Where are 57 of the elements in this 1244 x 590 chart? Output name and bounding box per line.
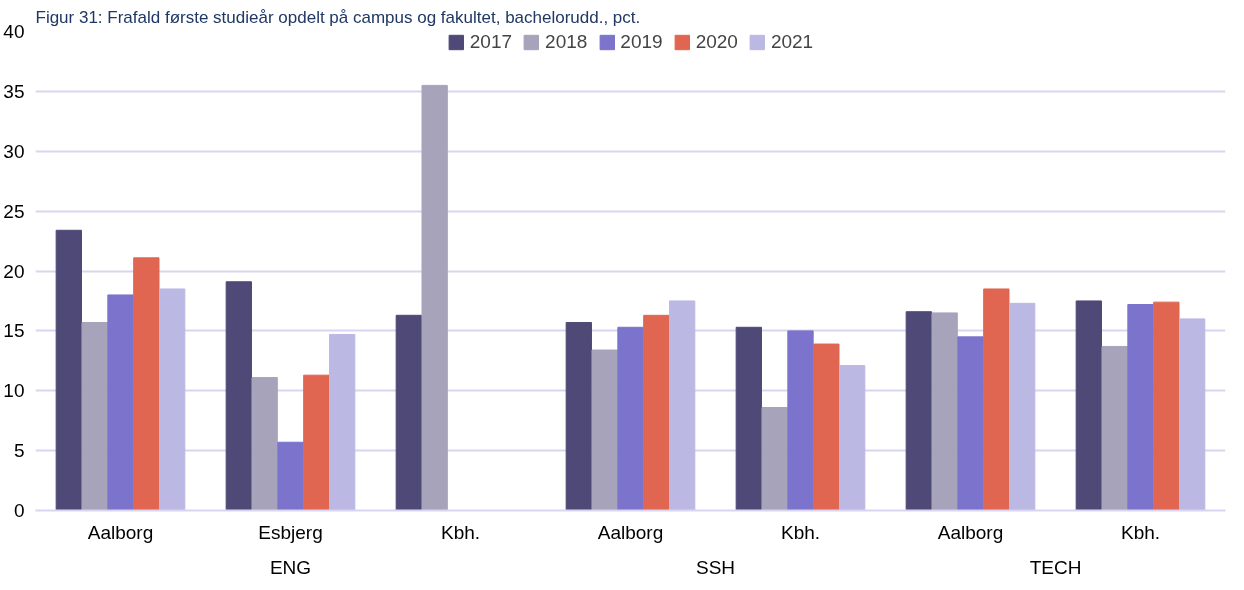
text: SSH: [695, 556, 736, 578]
chart-title: Figur 31: Frafald første studieår opdelt på campus og fakultet, bachelorudd., pct.: [35, 7, 641, 27]
text: ENG: [269, 556, 312, 578]
bar: [983, 288, 1010, 511]
bar: [957, 336, 984, 511]
bar: [813, 343, 840, 511]
legend-label: 2018: [545, 31, 588, 53]
y-tick-label: 25: [3, 200, 25, 222]
x-tick-label: Aalborg: [597, 521, 664, 543]
x-tick-label: Aalborg: [87, 521, 154, 543]
bar: [565, 321, 592, 511]
y-tick-label: 10: [3, 380, 25, 402]
bar: [1153, 301, 1180, 511]
y-tick-label: 5: [13, 440, 25, 462]
x-tick-label: Esbjerg: [258, 521, 323, 543]
legend-label: 2019: [620, 31, 663, 53]
bar: [591, 349, 618, 511]
bar: [669, 300, 696, 511]
bar: [395, 314, 422, 511]
x-tick-label: Kbh.: [1120, 521, 1161, 543]
bar: [1179, 318, 1206, 511]
legend-label: 2017: [469, 31, 513, 53]
bar: [329, 333, 356, 511]
y-tick-label: 35: [3, 80, 25, 102]
bar: [905, 311, 932, 511]
y-tick-label: 0: [13, 500, 25, 521]
bar: [159, 288, 186, 511]
legend-label: 2020: [695, 31, 738, 53]
bar: [1127, 304, 1154, 511]
bar: [735, 326, 762, 511]
bar: [787, 330, 814, 511]
text: TECH: [1029, 556, 1082, 578]
bar: [81, 321, 108, 511]
bar: [421, 84, 448, 511]
bar: [251, 377, 278, 511]
x-tick-label: Kbh.: [440, 521, 481, 543]
bar: [277, 441, 304, 511]
bar: [303, 374, 330, 511]
bar: [107, 294, 134, 511]
bar: [1075, 300, 1102, 511]
bar: [1101, 345, 1128, 511]
bar: [839, 365, 866, 511]
bar: [617, 326, 644, 511]
y-tick-label: 30: [3, 140, 25, 162]
bar: [1009, 302, 1036, 511]
bar: [643, 314, 670, 511]
y-tick-label: 15: [3, 320, 25, 342]
bar: [133, 257, 160, 511]
bar: [55, 229, 82, 511]
y-tick-label: 20: [3, 260, 25, 282]
x-tick-label: Kbh.: [780, 521, 821, 543]
bar: [931, 312, 958, 511]
bar: [761, 407, 788, 511]
x-tick-label: Aalborg: [937, 521, 1004, 543]
bar: [225, 281, 252, 511]
legend-label: 2021: [770, 31, 814, 53]
y-tick-label: 40: [3, 21, 25, 42]
